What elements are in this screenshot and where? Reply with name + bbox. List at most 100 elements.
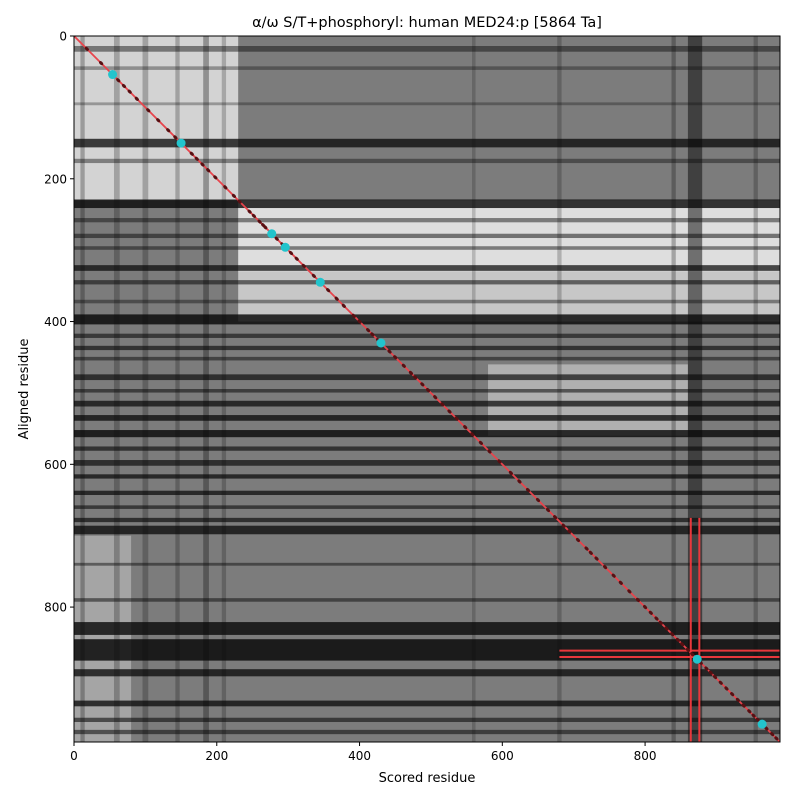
heatmap-dark-row [74,345,780,351]
diagonal-point [584,546,589,551]
heatmap-dark-row [74,102,780,106]
heatmap-dark-row [74,45,780,52]
diagonal-point [223,185,228,190]
highlighted-site-marker [108,70,118,80]
diagonal-point [231,193,236,198]
diagonal-point [603,565,608,570]
highlighted-site-marker [692,654,702,664]
diagonal-point [685,647,690,652]
diagonal-point [648,610,653,615]
heatmap-dark-column [175,36,180,742]
diagonal-point [553,515,558,520]
heatmap-dark-column [557,36,562,742]
diagonal-point [774,736,779,741]
diagonal-point [134,96,139,101]
heatmap-dark-row [74,158,780,164]
diagonal-point [116,78,121,83]
diagonal-point [366,328,371,333]
heatmap-dark-row [74,505,780,509]
diagonal-point [301,263,306,268]
diagonal-point [146,108,151,113]
y-axis-ticks: 0 200 400 600 800 [44,30,74,615]
heatmap-dark-row [74,517,780,523]
diagonal-point [189,151,194,156]
heatmap-dark-row [74,446,780,451]
diagonal-point [288,250,294,256]
diagonal-point [326,288,331,293]
diagonal-point [708,670,713,675]
diagonal-point [575,537,581,543]
heatmap-dark-row [74,525,780,535]
y-tick-label: 800 [44,601,67,615]
diagonal-point [127,89,132,94]
diagonal-point [447,409,452,414]
heatmap-dark-row [74,265,780,271]
heatmap-dark-column [203,36,209,742]
diagonal-point [627,589,632,594]
heatmap-dark-row [74,314,780,325]
y-tick-label: 600 [44,458,67,472]
diagonal-point [497,459,502,464]
heatmap-dark-row [74,717,780,723]
diagonal-point [237,199,242,204]
heatmap-dark-column [142,36,149,742]
heatmap-dark-row [74,66,780,70]
heatmap-dark-row [74,700,780,707]
diagonal-point [393,355,398,360]
highlighted-site-marker [280,242,290,252]
diagonal-point [735,697,740,702]
diagonal-point [741,703,746,708]
diagonal-point [712,674,718,680]
heatmap-dark-column [113,36,120,742]
plot-frame [73,35,781,743]
heatmap-dark-column [221,36,227,742]
highlighted-site-marker [757,719,767,729]
diagonal-point [334,296,339,301]
heatmap-dark-row [74,639,780,661]
plot-area [74,36,780,742]
heatmap-dark-row [74,374,780,381]
diagonal-point [370,332,375,337]
diagonal-point [263,225,268,230]
diagonal-point [433,395,438,400]
diagonal-point [690,652,695,657]
heatmap-dark-row [74,460,780,466]
heatmap-dark-row [74,356,780,361]
diagonal-point [156,118,161,123]
diagonal-point [200,162,205,167]
heatmap-dark-row [74,430,780,438]
heatmap-dark-column [671,36,676,742]
heatmap-dark-row [74,598,780,602]
x-tick-label: 200 [205,749,228,763]
diagonal-point [670,632,675,637]
diagonal-point [166,128,171,133]
diagonal-point [664,626,669,631]
diagonal-point [535,497,541,503]
diagonal-point [588,550,593,555]
diagonal-point [357,319,362,324]
diagonal-point [567,529,572,534]
highlighted-site-marker [176,138,186,148]
y-axis-label: Aligned residue [17,339,32,440]
diagonal-point [84,46,89,51]
highlighted-site-marker [376,338,386,348]
diagonal-point [470,432,475,437]
highlighted-site-marker [315,277,325,287]
crosshair-lines [559,517,780,742]
diagonal-point [351,313,356,318]
diagonal-point [658,620,663,625]
points-layer [84,46,779,741]
x-tick-label: 400 [348,749,371,763]
heatmap-dark-row [74,218,780,223]
x-tick-label: 600 [491,749,514,763]
diagonal-point [173,135,178,140]
heatmap-dark-row [74,299,780,304]
diagonal-point [99,61,104,66]
diagonal-point [654,616,659,621]
heatmap-dark-row [74,562,780,566]
diagonal-point [478,440,483,445]
heatmap-dark-row [74,669,780,677]
diagonal-point [257,219,262,224]
